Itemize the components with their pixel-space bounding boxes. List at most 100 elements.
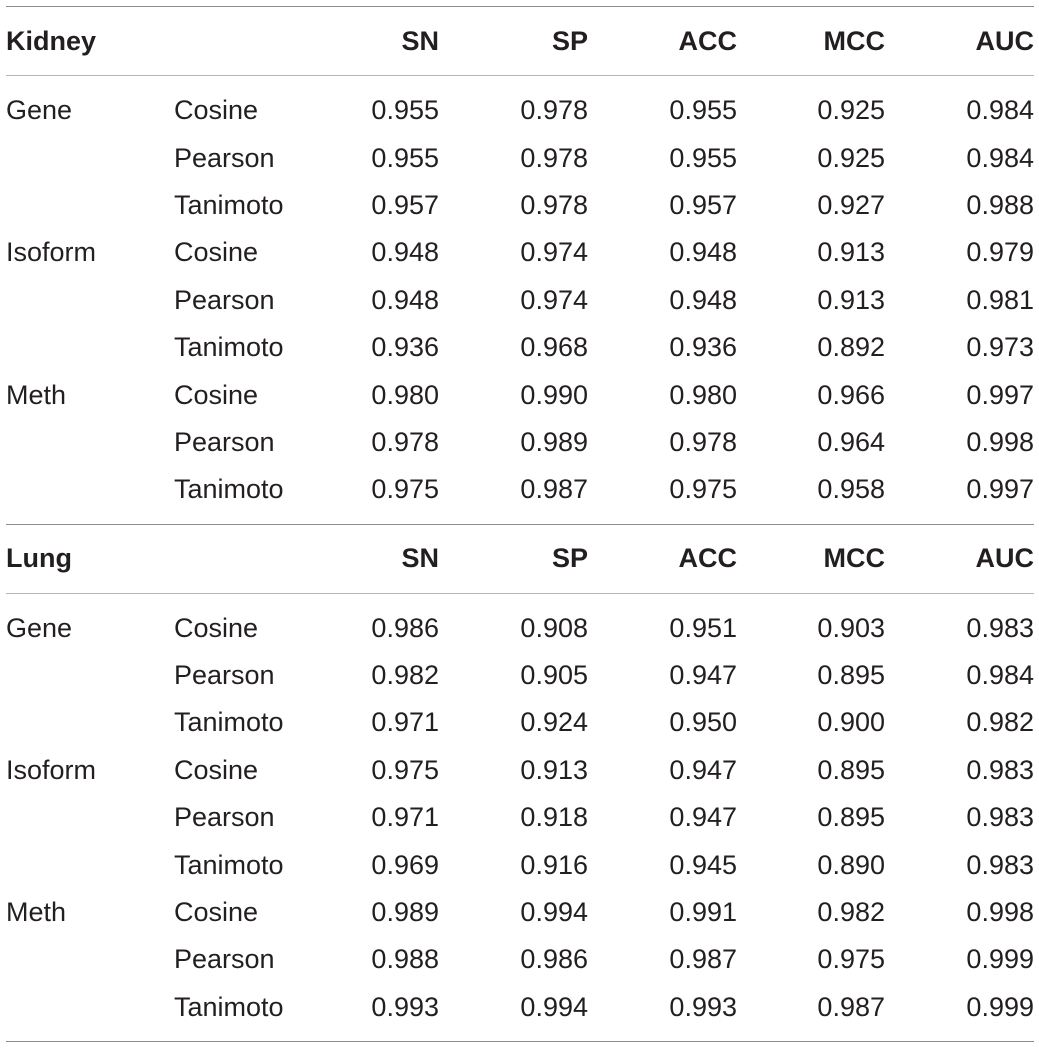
table-cell: 0.925 <box>817 142 885 173</box>
table-cell: 0.924 <box>520 707 588 738</box>
table-cell: 0.978 <box>520 189 588 220</box>
table-cell: 0.925 <box>817 95 885 126</box>
table-cell: 0.983 <box>966 849 1034 880</box>
table-cell: 0.958 <box>817 474 885 505</box>
table-cell: 0.978 <box>520 142 588 173</box>
row-method-label: Tanimoto <box>174 474 284 505</box>
column-header: SN <box>401 543 439 574</box>
section-header-row: Lung SN SP ACC MCC AUC <box>6 525 1034 594</box>
table-row: Pearson 0.988 0.986 0.987 0.975 0.999 <box>6 936 1034 983</box>
table-cell: 0.982 <box>966 707 1034 738</box>
row-method-label: Pearson <box>174 426 275 457</box>
table-row: Isoform Cosine 0.975 0.913 0.947 0.895 0.983 <box>6 747 1034 794</box>
table-cell: 0.895 <box>817 660 885 691</box>
table-cell: 0.983 <box>966 802 1034 833</box>
table-cell: 0.984 <box>966 142 1034 173</box>
table-cell: 0.997 <box>966 474 1034 505</box>
section-header-row: Kidney SN SP ACC MCC AUC <box>6 7 1034 76</box>
row-group-label: Isoform <box>6 237 97 268</box>
table-row: Isoform Cosine 0.948 0.974 0.948 0.913 0.979 <box>6 229 1034 276</box>
table-cell: 0.948 <box>669 237 737 268</box>
table-cell: 0.918 <box>520 802 588 833</box>
section-title: Lung <box>6 543 72 574</box>
column-header: AUC <box>975 25 1035 56</box>
table-cell: 0.951 <box>669 612 737 643</box>
table-row: Tanimoto 0.971 0.924 0.950 0.900 0.982 <box>6 699 1034 746</box>
table-cell: 0.927 <box>817 189 885 220</box>
row-method-label: Tanimoto <box>174 189 284 220</box>
table-cell: 0.947 <box>669 660 737 691</box>
table-cell: 0.980 <box>669 379 737 410</box>
table-cell: 0.955 <box>371 142 439 173</box>
table-cell: 0.994 <box>520 897 588 928</box>
table-cell: 0.993 <box>669 991 737 1022</box>
column-header: MCC <box>823 25 886 56</box>
table-cell: 0.994 <box>520 991 588 1022</box>
table-cell: 0.913 <box>817 237 885 268</box>
row-method-label: Tanimoto <box>174 849 284 880</box>
table-cell: 0.978 <box>520 95 588 126</box>
column-header: SP <box>551 543 588 574</box>
table-row: Meth Cosine 0.980 0.990 0.980 0.966 0.997 <box>6 371 1034 418</box>
table-cell: 0.975 <box>669 474 737 505</box>
table-cell: 0.983 <box>966 612 1034 643</box>
table-section: Kidney SN SP ACC MCC AUC Gene Cosine 0.955 0.978 0… <box>6 6 1034 524</box>
table-cell: 0.955 <box>371 95 439 126</box>
row-method-label: Cosine <box>174 379 259 410</box>
table-cell: 0.971 <box>371 707 439 738</box>
row-method-label: Pearson <box>174 802 275 833</box>
table-cell: 0.936 <box>371 332 439 363</box>
table-cell: 0.975 <box>371 754 439 785</box>
table-cell: 0.966 <box>817 379 885 410</box>
table-cell: 0.999 <box>966 991 1034 1022</box>
table-cell: 0.905 <box>520 660 588 691</box>
table-row: Tanimoto 0.936 0.968 0.936 0.892 0.973 <box>6 324 1034 371</box>
table-cell: 0.968 <box>520 332 588 363</box>
table-cell: 0.950 <box>669 707 737 738</box>
table-cell: 0.984 <box>966 660 1034 691</box>
table-cell: 0.964 <box>817 426 885 457</box>
table-section: Lung SN SP ACC MCC AUC Gene Cosine 0.986 0.908 0.9… <box>6 523 1034 1043</box>
column-header: MCC <box>823 543 886 574</box>
table-cell: 0.945 <box>669 849 737 880</box>
table-row: Pearson 0.978 0.989 0.978 0.964 0.998 <box>6 419 1034 466</box>
table-cell: 0.978 <box>669 426 737 457</box>
table-cell: 0.998 <box>966 426 1034 457</box>
table-cell: 0.987 <box>520 474 588 505</box>
table-cell: 0.993 <box>371 991 439 1022</box>
table-cell: 0.982 <box>371 660 439 691</box>
row-method-label: Cosine <box>174 95 259 126</box>
table-cell: 0.975 <box>817 944 885 975</box>
results-table: Kidney SN SP ACC MCC AUC Gene Cosine 0.955 0.978 0… <box>6 6 1034 1043</box>
column-header: SP <box>551 25 588 56</box>
row-method-label: Cosine <box>174 897 259 928</box>
table-cell: 0.916 <box>520 849 588 880</box>
section-title: Kidney <box>6 25 97 56</box>
table-cell: 0.986 <box>520 944 588 975</box>
row-method-label: Tanimoto <box>174 707 284 738</box>
table-cell: 0.908 <box>520 612 588 643</box>
section-body: Gene Cosine 0.955 0.978 0.955 0.925 0.984 Pears… <box>6 76 1034 524</box>
table-cell: 0.895 <box>817 802 885 833</box>
table-cell: 0.936 <box>669 332 737 363</box>
table-cell: 0.955 <box>669 95 737 126</box>
table-cell: 0.892 <box>817 332 885 363</box>
table-cell: 0.948 <box>371 284 439 315</box>
column-header: ACC <box>678 25 738 56</box>
table-cell: 0.971 <box>371 802 439 833</box>
table-cell: 0.957 <box>371 189 439 220</box>
table-cell: 0.974 <box>520 237 588 268</box>
table-cell: 0.984 <box>966 95 1034 126</box>
row-group-label: Meth <box>6 897 67 928</box>
table-cell: 0.903 <box>817 612 885 643</box>
table-cell: 0.997 <box>966 379 1034 410</box>
row-method-label: Cosine <box>174 612 259 643</box>
row-method-label: Tanimoto <box>174 991 284 1022</box>
table-cell: 0.957 <box>669 189 737 220</box>
table-row: Pearson 0.971 0.918 0.947 0.895 0.983 <box>6 794 1034 841</box>
row-method-label: Pearson <box>174 944 275 975</box>
row-group-label: Gene <box>6 95 73 126</box>
table-cell: 0.948 <box>371 237 439 268</box>
section-body: Gene Cosine 0.986 0.908 0.951 0.903 0.983 Pears… <box>6 594 1034 1042</box>
table-cell: 0.890 <box>817 849 885 880</box>
